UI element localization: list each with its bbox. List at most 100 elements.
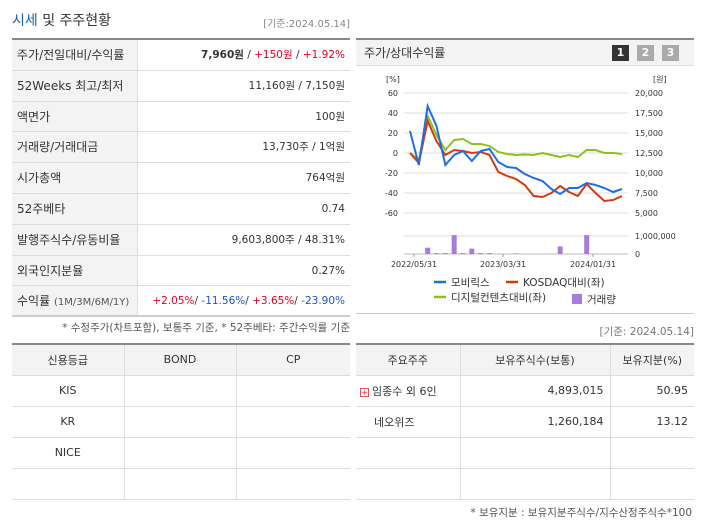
footnote: * 보유지분 : 보유지분주식수/지수산정주식수*100 xyxy=(470,507,692,519)
left-tick-label: 0 xyxy=(393,149,398,158)
volume-bar xyxy=(469,248,475,254)
table-row: 시가총액 764억원 xyxy=(12,163,350,194)
x-tick-label: 2022/05/31 xyxy=(391,260,437,269)
cell xyxy=(124,375,237,407)
right-axis-unit: [원] xyxy=(653,75,667,84)
volume-bar xyxy=(425,247,431,254)
table-row xyxy=(356,468,694,500)
cell xyxy=(12,468,125,500)
table-row: 주가/전일대비/수익률 7,960원 / +150원 / +1.92% xyxy=(12,40,350,71)
chart-page-1-button[interactable]: 1 xyxy=(612,45,629,61)
x-tick-label: 2023/03/31 xyxy=(480,260,526,269)
table-row: 외국인지분율 0.27% xyxy=(12,255,350,287)
row-label: 주가/전일대비/수익률 xyxy=(12,40,138,70)
right-tick-label: 17,500 xyxy=(635,109,663,118)
credit-rating-table: 신용등급 BOND CP KIS KR NICE xyxy=(12,343,350,500)
expand-icon[interactable]: + xyxy=(360,387,369,397)
row-label: 52Weeks 최고/최저 xyxy=(12,70,138,101)
legend-label: KOSDAQ대비(좌) xyxy=(523,277,605,289)
row-label: 발행주식수/유동비율 xyxy=(12,224,138,255)
cell: NICE xyxy=(12,437,125,469)
row-label: 수익률 (1M/3M/6M/1Y) xyxy=(12,286,138,316)
legend-label: 거래량 xyxy=(587,294,616,306)
col-header: CP xyxy=(236,344,350,376)
series-line xyxy=(409,112,623,162)
shareholder-name: 네오위즈 xyxy=(356,406,461,438)
chart-page-3-button[interactable]: 3 xyxy=(662,45,679,61)
table-row: 52주베타 0.74 xyxy=(12,193,350,225)
quote-table: 주가/전일대비/수익률 7,960원 / +150원 / +1.92% 52Wee… xyxy=(12,38,350,318)
left-tick-label: 20 xyxy=(388,129,398,138)
cell xyxy=(236,375,350,407)
cell xyxy=(460,468,611,500)
row-value: 11,160원 / 7,150원 xyxy=(248,79,345,92)
table-row: + 임종수 외 6인 4,893,015 50.95 xyxy=(356,375,694,407)
volume-bar xyxy=(487,253,492,254)
cell: KIS xyxy=(12,375,125,407)
cell: KR xyxy=(12,406,125,438)
table-row xyxy=(356,437,694,469)
right-tick-label: 10,000 xyxy=(635,169,663,178)
legend-label: 디지털컨텐츠대비(좌) xyxy=(451,292,546,304)
row-label: 외국인지분율 xyxy=(12,255,138,286)
cell xyxy=(236,406,350,438)
legend-swatch xyxy=(572,294,582,304)
volume-bar xyxy=(513,253,519,254)
cell: 4,893,015 xyxy=(460,375,611,407)
table-row: 52Weeks 최고/최저 11,160원 / 7,150원 xyxy=(12,70,350,102)
section-title: 시세 및 주주현황 xyxy=(12,13,112,29)
cell xyxy=(124,406,237,438)
legend-label: 모비릭스 xyxy=(451,277,490,289)
volume-bar xyxy=(557,246,563,254)
row-value: 0.74 xyxy=(321,202,345,215)
series-line xyxy=(409,102,623,196)
shareholder-name[interactable]: + 임종수 외 6인 xyxy=(356,375,461,407)
right-tick-label: 15,000 xyxy=(635,129,663,138)
col-header: 보유주식수(보통) xyxy=(460,344,611,376)
volume-tick-label: 0 xyxy=(635,250,640,259)
volume-tick-label: 1,000,000 xyxy=(635,232,676,241)
section-header: 시세 및 주주현황 [기준:2024.05.14] xyxy=(12,10,350,32)
table-row: 거래량/거래대금 13,730주 / 1억원 xyxy=(12,132,350,164)
row-label: 액면가 xyxy=(12,101,138,132)
col-header: BOND xyxy=(124,344,237,376)
volume-bar xyxy=(460,253,466,254)
cell xyxy=(460,437,611,469)
table-row: KR xyxy=(12,406,350,438)
cell xyxy=(236,468,350,500)
right-tick-label: 12,500 xyxy=(635,149,663,158)
row-value: 0.27% xyxy=(311,264,345,277)
row-value: 9,603,800주 / 48.31% xyxy=(231,233,345,246)
table-row: KIS xyxy=(12,375,350,407)
row-label: 시가총액 xyxy=(12,163,138,193)
major-shareholders-table: 주요주주 보유주식수(보통) 보유지분(%) + 임종수 외 6인 4,893,015 5… xyxy=(356,343,694,500)
left-tick-label: -20 xyxy=(385,169,398,178)
row-value: 7,960원 / +150원 / +1.92% xyxy=(201,49,345,61)
right-tick-label: 20,000 xyxy=(635,89,663,98)
cell xyxy=(610,437,694,469)
table-row: 발행주식수/유동비율 9,603,800주 / 48.31% xyxy=(12,224,350,256)
volume-bar xyxy=(434,253,439,254)
cell xyxy=(610,468,694,500)
col-header: 신용등급 xyxy=(12,344,125,376)
right-tick-label: 7,500 xyxy=(635,189,658,198)
x-tick-label: 2024/01/31 xyxy=(570,260,616,269)
cell xyxy=(356,468,461,500)
chart-page-2-button[interactable]: 2 xyxy=(637,45,654,61)
cell xyxy=(356,437,461,469)
row-value: 100원 xyxy=(315,110,345,123)
relative-return-chart: [%] [원] 60 20,000 40 17,500 20 15,000 0 12,500 -20… xyxy=(385,75,676,306)
volume-bar xyxy=(478,253,484,254)
cell xyxy=(124,437,237,469)
row-value: 13,730주 / 1억원 xyxy=(262,141,345,154)
left-tick-label: -40 xyxy=(385,189,398,198)
volume-bar xyxy=(584,235,590,254)
cell xyxy=(124,468,237,500)
chart-base-date: [기준: 2024.05.14] xyxy=(599,326,694,338)
left-axis-unit: [%] xyxy=(386,75,400,84)
row-value: 764억원 xyxy=(305,172,345,185)
cell: 13.12 xyxy=(610,406,694,438)
left-tick-label: -60 xyxy=(385,209,398,218)
row-label: 거래량/거래대금 xyxy=(12,132,138,163)
left-tick-label: 40 xyxy=(388,109,398,118)
